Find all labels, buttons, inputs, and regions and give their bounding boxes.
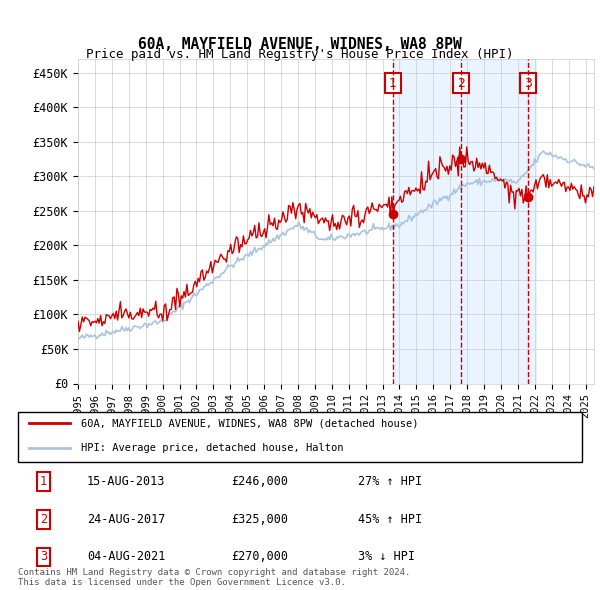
Text: 1: 1 bbox=[389, 77, 397, 90]
Text: HPI: Average price, detached house, Halton: HPI: Average price, detached house, Halt… bbox=[81, 443, 344, 453]
Text: 3% ↓ HPI: 3% ↓ HPI bbox=[358, 550, 415, 563]
Text: Price paid vs. HM Land Registry's House Price Index (HPI): Price paid vs. HM Land Registry's House … bbox=[86, 48, 514, 61]
Text: 1: 1 bbox=[40, 475, 47, 488]
Text: 04-AUG-2021: 04-AUG-2021 bbox=[87, 550, 165, 563]
Text: £246,000: £246,000 bbox=[231, 475, 288, 488]
Text: 2: 2 bbox=[40, 513, 47, 526]
Text: 3: 3 bbox=[40, 550, 47, 563]
FancyBboxPatch shape bbox=[18, 412, 582, 462]
Text: 3: 3 bbox=[524, 77, 532, 90]
Text: 24-AUG-2017: 24-AUG-2017 bbox=[87, 513, 165, 526]
Text: 15-AUG-2013: 15-AUG-2013 bbox=[87, 475, 165, 488]
Text: 45% ↑ HPI: 45% ↑ HPI bbox=[358, 513, 422, 526]
Bar bbox=[393, 59, 536, 384]
Text: 60A, MAYFIELD AVENUE, WIDNES, WA8 8PW: 60A, MAYFIELD AVENUE, WIDNES, WA8 8PW bbox=[138, 37, 462, 52]
Text: 60A, MAYFIELD AVENUE, WIDNES, WA8 8PW (detached house): 60A, MAYFIELD AVENUE, WIDNES, WA8 8PW (d… bbox=[81, 418, 419, 428]
Text: £270,000: £270,000 bbox=[231, 550, 288, 563]
Text: 2: 2 bbox=[457, 77, 465, 90]
Text: £325,000: £325,000 bbox=[231, 513, 288, 526]
Text: Contains HM Land Registry data © Crown copyright and database right 2024.
This d: Contains HM Land Registry data © Crown c… bbox=[18, 568, 410, 587]
Text: 27% ↑ HPI: 27% ↑ HPI bbox=[358, 475, 422, 488]
